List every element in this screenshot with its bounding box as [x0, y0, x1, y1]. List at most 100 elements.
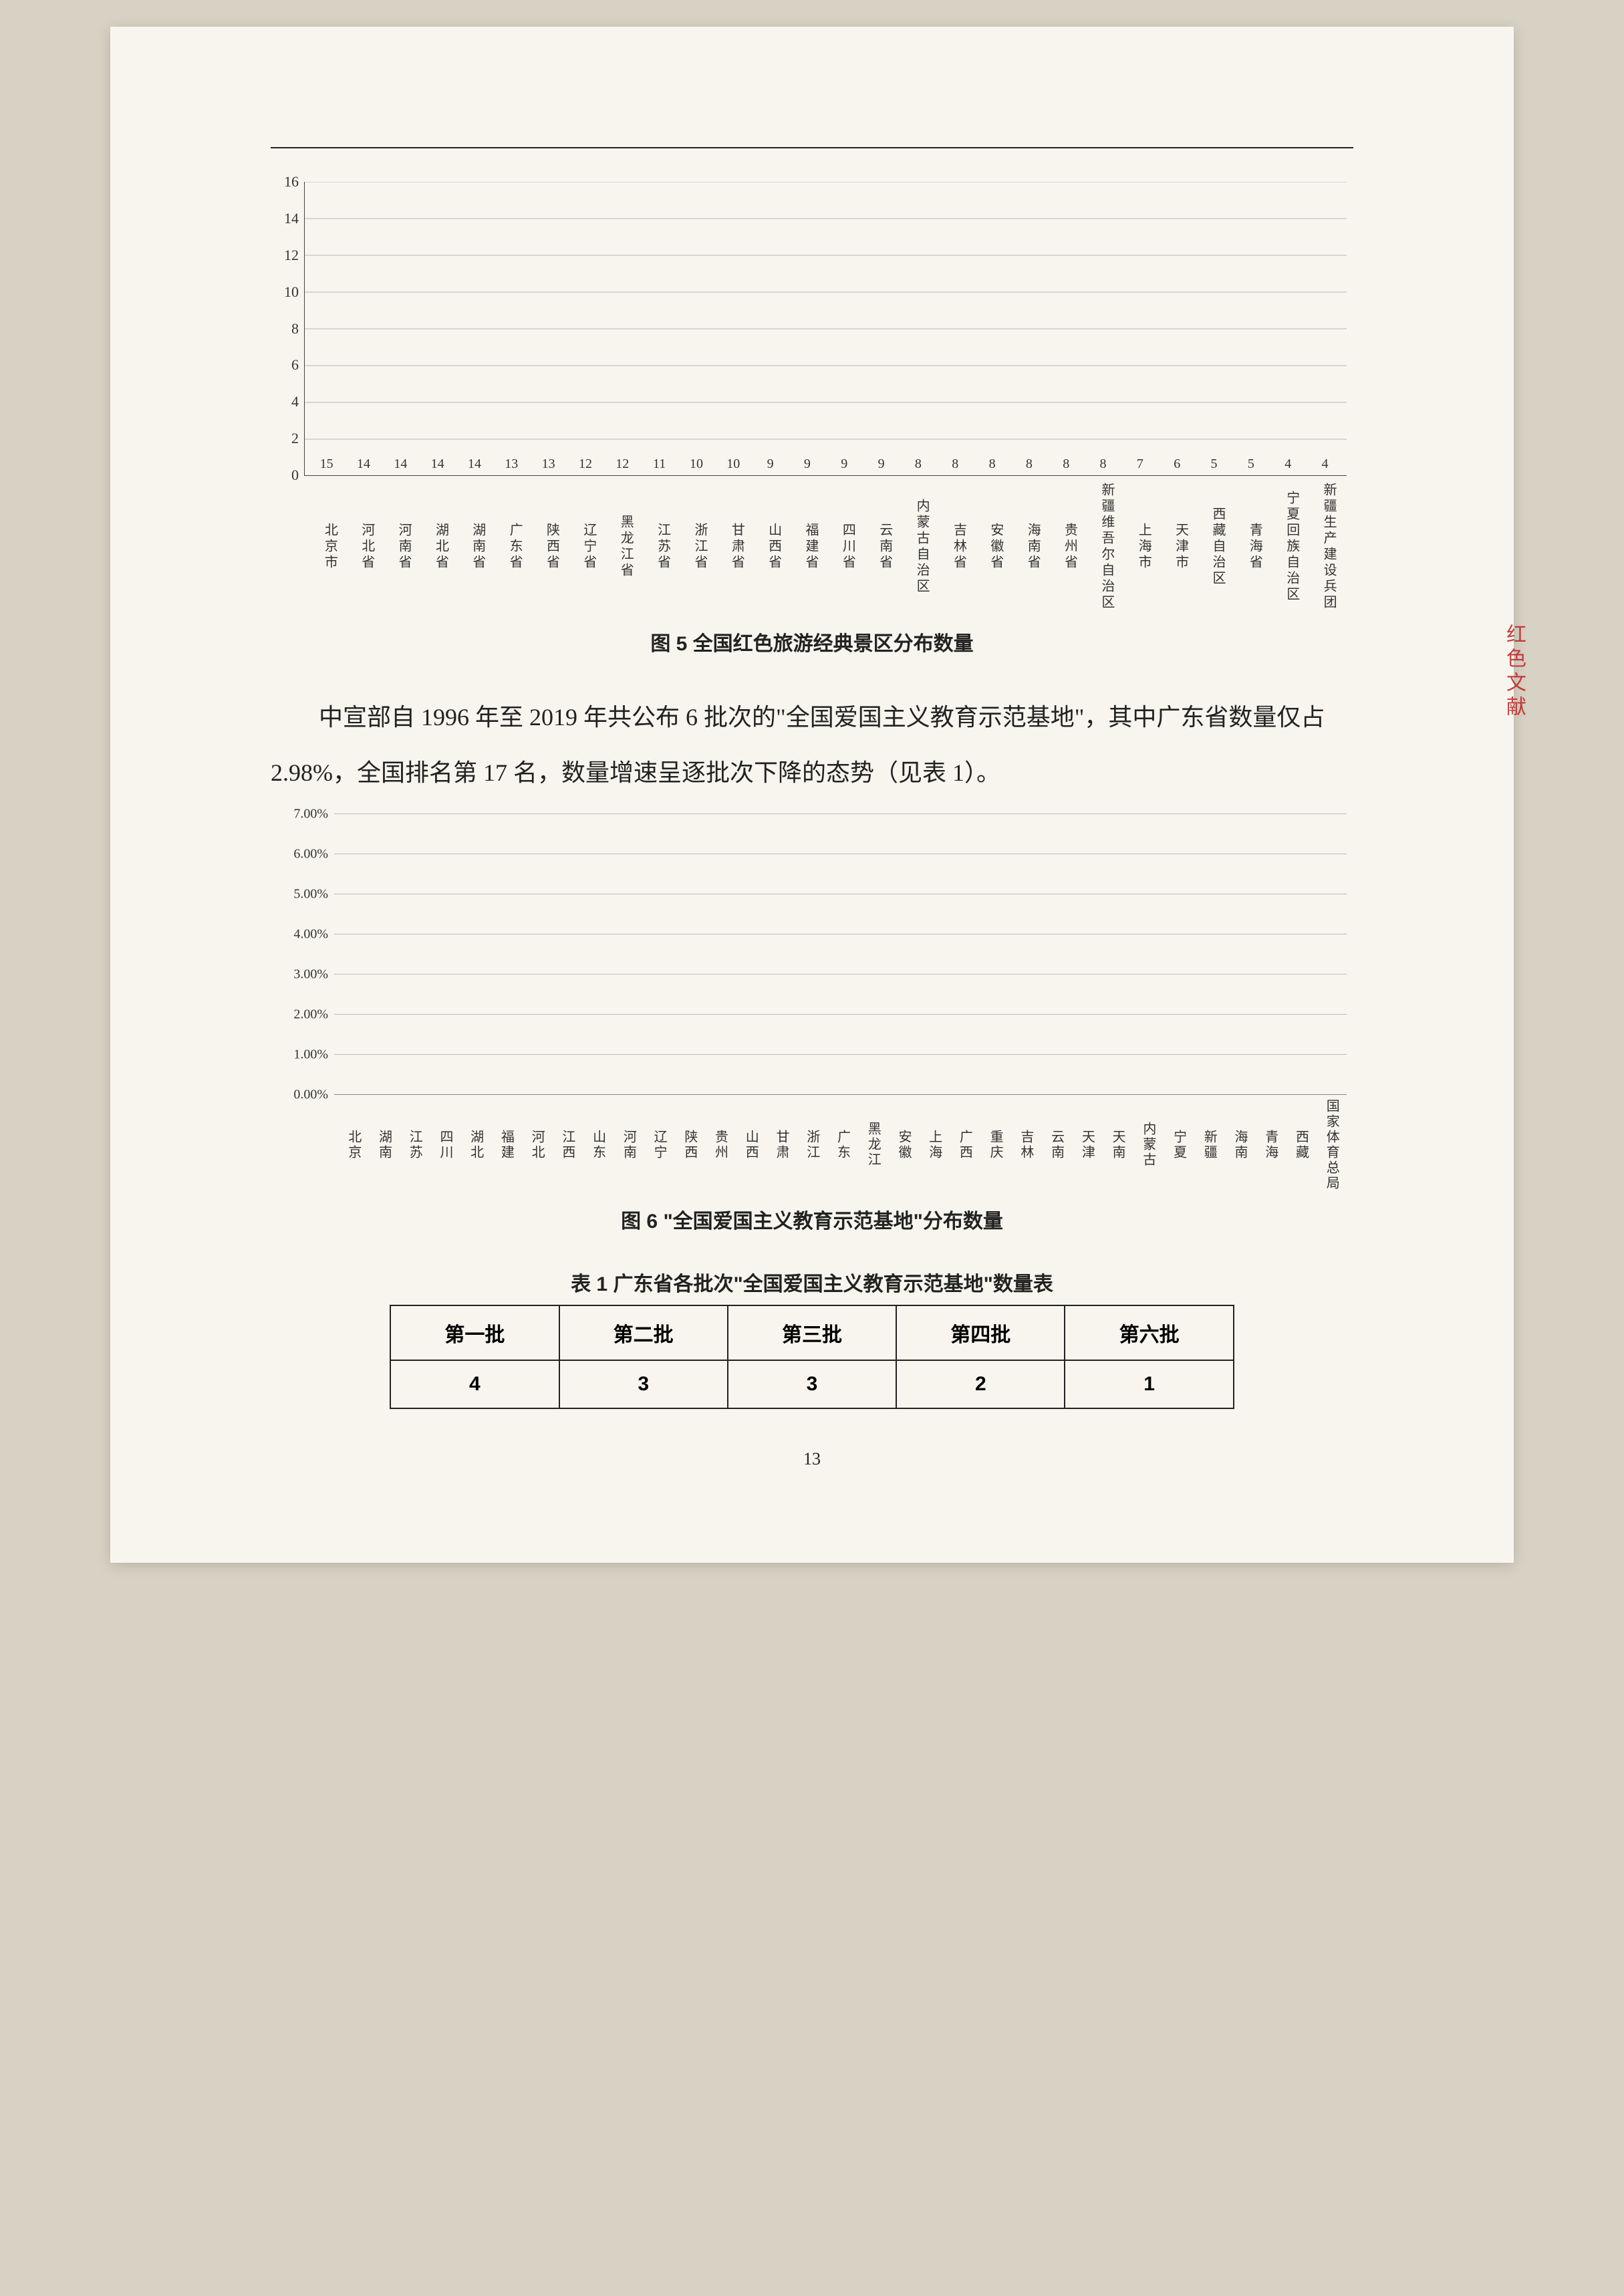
chart1-xlabel: 陕西省 — [534, 480, 561, 614]
chart1-value-label: 9 — [794, 457, 821, 472]
chart1-value-label: 11 — [646, 457, 673, 472]
chart1-value-label: 12 — [609, 457, 636, 472]
table1-data-row: 43321 — [390, 1360, 1234, 1408]
chart2-ytick: 1.00% — [293, 1047, 328, 1062]
chart2-ytick: 3.00% — [293, 967, 328, 982]
chart1-xlabel: 福建省 — [793, 480, 821, 614]
chart1-xlabel: 西藏自治区 — [1200, 480, 1228, 614]
chart2-ytick: 4.00% — [293, 926, 328, 942]
chart2-xlabel: 北京 — [340, 1099, 364, 1191]
chart1-xlabel: 江苏省 — [645, 480, 672, 614]
chart1-value-label: 8 — [1090, 457, 1117, 472]
chart1-xlabel: 河北省 — [349, 480, 376, 614]
table1-data-cell: 2 — [896, 1360, 1065, 1408]
chart2-ytick: 2.00% — [293, 1007, 328, 1022]
chart2-xlabel: 青海 — [1256, 1099, 1280, 1191]
chart2-plot-area: 0.00%1.00%2.00%3.00%4.00%5.00%6.00%7.00% — [334, 814, 1347, 1095]
chart2-xlabel: 西藏 — [1287, 1099, 1311, 1191]
chart1-xlabel: 宁夏回族自治区 — [1274, 480, 1301, 614]
chart1-value-label: 10 — [683, 457, 710, 472]
chart1-value-label: 14 — [424, 457, 451, 472]
chart1-xlabel: 浙江省 — [682, 480, 710, 614]
chart2-xlabel: 陕西 — [676, 1099, 700, 1191]
chart1-value-label: 12 — [572, 457, 599, 472]
chart1-value-label: 13 — [535, 457, 562, 472]
table1-data-cell: 1 — [1065, 1360, 1233, 1408]
chart2-xlabel: 山东 — [584, 1099, 608, 1191]
chart1-value-label: 4 — [1274, 457, 1301, 472]
chart1-value-label: 14 — [350, 457, 377, 472]
chart1-value-label: 14 — [461, 457, 488, 472]
chart2-xlabel: 海南 — [1226, 1099, 1250, 1191]
chart2-xlabel: 广西 — [951, 1099, 975, 1191]
chart2-xlabel: 江西 — [553, 1099, 577, 1191]
chart2-xlabel: 山西 — [737, 1099, 761, 1191]
margin-stamp: 红色文献 — [1499, 624, 1528, 720]
chart1-xlabel: 山西省 — [756, 480, 783, 614]
chart2-xlabel: 四川 — [431, 1099, 455, 1191]
chart1-container: 0246810121416 15141414141313121211101099… — [271, 182, 1353, 656]
chart1-xlabel: 新疆维吾尔自治区 — [1089, 480, 1117, 614]
chart2-xlabel: 湖北 — [462, 1099, 486, 1191]
chart1-value-label: 7 — [1127, 457, 1154, 472]
chart1-value-label: 8 — [942, 457, 968, 472]
chart1-xlabel: 吉林省 — [941, 480, 968, 614]
chart1-ytick: 8 — [291, 320, 299, 338]
chart1-value-label: 6 — [1164, 457, 1190, 472]
chart1-value-label: 9 — [757, 457, 784, 472]
chart2-xlabel: 安徽 — [890, 1099, 914, 1191]
chart1-xlabel: 上海市 — [1126, 480, 1154, 614]
chart2-ytick: 6.00% — [293, 846, 328, 862]
chart2-caption: 图 6 "全国爱国主义教育示范基地"分布数量 — [271, 1204, 1353, 1234]
chart2-xlabel: 福建 — [493, 1099, 517, 1191]
chart1-ytick: 6 — [291, 356, 299, 374]
chart2-xlabel: 天南 — [1103, 1099, 1127, 1191]
chart2-xlabel: 河北 — [523, 1099, 547, 1191]
chart1-xlabel: 甘肃省 — [719, 480, 747, 614]
table1-header-cell: 第二批 — [559, 1305, 728, 1360]
chart2-xlabel: 甘肃 — [767, 1099, 791, 1191]
table1-data-cell: 3 — [728, 1360, 896, 1408]
chart2-xlabel: 内蒙古 — [1134, 1099, 1158, 1191]
chart1-xlabel: 湖南省 — [460, 480, 487, 614]
chart1-value-label: 5 — [1238, 457, 1264, 472]
chart1-value-label: 10 — [720, 457, 747, 472]
chart1-xlabel: 内蒙古自治区 — [904, 480, 932, 614]
table1-data-cell: 3 — [559, 1360, 728, 1408]
chart1-value-label: 15 — [313, 457, 340, 472]
chart1-ytick: 0 — [291, 467, 299, 484]
chart1-value-label: 14 — [387, 457, 414, 472]
chart2-container: 0.00%1.00%2.00%3.00%4.00%5.00%6.00%7.00%… — [271, 814, 1353, 1234]
chart1-xlabel: 青海省 — [1237, 480, 1264, 614]
chart2-xlabel: 黑龙江 — [859, 1099, 883, 1191]
chart1-caption: 图 5 全国红色旅游经典景区分布数量 — [271, 627, 1353, 656]
chart1-xlabel: 黑龙江省 — [608, 480, 636, 614]
chart2-xlabel: 新疆 — [1196, 1099, 1220, 1191]
chart2-xlabel: 辽宁 — [645, 1099, 669, 1191]
chart1-value-label: 5 — [1201, 457, 1228, 472]
table1: 第一批第二批第三批第四批第六批 43321 — [390, 1305, 1234, 1409]
chart1-xlabel: 广东省 — [497, 480, 525, 614]
chart2-xlabel: 浙江 — [798, 1099, 822, 1191]
chart1-bars: 1514141414131312121110109999888888765544 — [305, 182, 1347, 475]
chart1-value-label: 9 — [831, 457, 857, 472]
table1-caption: 表 1 广东省各批次"全国爱国主义教育示范基地"数量表 — [271, 1267, 1353, 1297]
body-paragraph-1: 中宣部自 1996 年至 2019 年共公布 6 批次的"全国爱国主义教育示范基… — [271, 690, 1353, 801]
chart1-ytick: 16 — [284, 173, 299, 190]
table1-header-cell: 第三批 — [728, 1305, 896, 1360]
chart1-xlabel: 北京市 — [312, 480, 340, 614]
chart1-value-label: 8 — [1016, 457, 1043, 472]
page-number: 13 — [271, 1449, 1353, 1469]
chart2-xlabel: 宁夏 — [1165, 1099, 1189, 1191]
table1-header-cell: 第一批 — [390, 1305, 559, 1360]
chart2-bars — [334, 814, 1347, 1095]
chart1-ytick: 12 — [284, 247, 299, 264]
chart1-value-label: 8 — [1053, 457, 1079, 472]
chart1-xlabel: 湖北省 — [423, 480, 450, 614]
chart1-xlabel: 海南省 — [1015, 480, 1043, 614]
chart2-xlabel: 河南 — [615, 1099, 639, 1191]
chart1-ytick: 4 — [291, 393, 299, 410]
table1-header-row: 第一批第二批第三批第四批第六批 — [390, 1305, 1234, 1360]
chart2-xlabel: 江苏 — [400, 1099, 424, 1191]
chart1-xlabel: 云南省 — [867, 480, 894, 614]
